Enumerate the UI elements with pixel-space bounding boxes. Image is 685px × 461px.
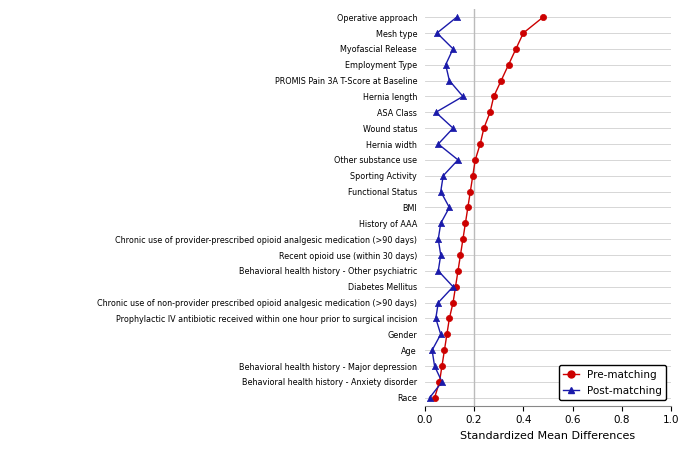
Point <box>447 299 458 306</box>
Point <box>436 362 447 370</box>
Point <box>435 331 446 338</box>
Point <box>435 251 446 259</box>
Point <box>430 315 441 322</box>
Point <box>458 93 469 100</box>
Point <box>462 204 473 211</box>
Point <box>518 30 529 37</box>
Point <box>434 378 445 385</box>
Point <box>444 315 455 322</box>
Point <box>427 347 438 354</box>
Point <box>429 362 440 370</box>
X-axis label: Standardized Mean Differences: Standardized Mean Differences <box>460 431 636 441</box>
Point <box>496 77 507 84</box>
Point <box>430 109 441 116</box>
Legend: Pre-matching, Post-matching: Pre-matching, Post-matching <box>559 365 666 401</box>
Point <box>447 283 458 290</box>
Point <box>503 61 514 68</box>
Point <box>510 45 521 53</box>
Point <box>465 188 476 195</box>
Point <box>475 140 486 148</box>
Point <box>478 124 489 132</box>
Point <box>435 219 446 227</box>
Point <box>438 172 449 179</box>
Point <box>447 124 458 132</box>
Point <box>433 299 444 306</box>
Point <box>444 77 455 84</box>
Point <box>444 204 455 211</box>
Point <box>429 394 440 402</box>
Point <box>488 93 499 100</box>
Point <box>441 331 452 338</box>
Point <box>432 30 443 37</box>
Point <box>439 347 450 354</box>
Point <box>433 140 444 148</box>
Point <box>455 251 466 259</box>
Point <box>453 156 464 164</box>
Point <box>436 378 447 385</box>
Point <box>453 267 464 275</box>
Point <box>440 61 451 68</box>
Point <box>467 172 478 179</box>
Point <box>451 13 462 21</box>
Point <box>470 156 481 164</box>
Point <box>450 283 461 290</box>
Point <box>458 236 469 243</box>
Point <box>435 188 446 195</box>
Point <box>424 394 435 402</box>
Point <box>433 267 444 275</box>
Point <box>447 45 458 53</box>
Point <box>460 219 471 227</box>
Point <box>433 236 444 243</box>
Point <box>538 13 549 21</box>
Point <box>484 109 495 116</box>
